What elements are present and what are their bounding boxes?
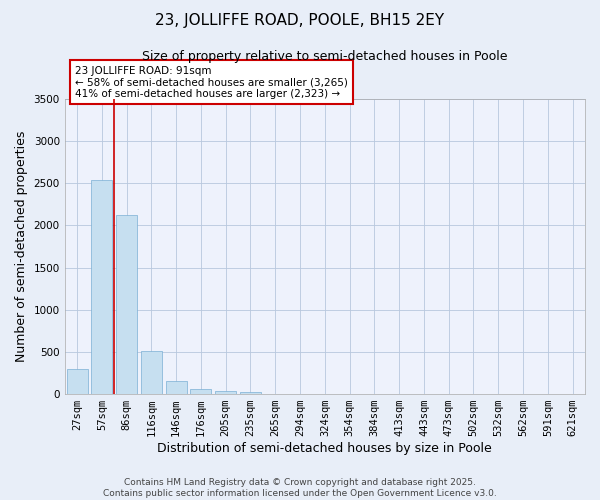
Bar — [240, 392, 261, 394]
Text: Contains HM Land Registry data © Crown copyright and database right 2025.
Contai: Contains HM Land Registry data © Crown c… — [103, 478, 497, 498]
Text: 23 JOLLIFFE ROAD: 91sqm
← 58% of semi-detached houses are smaller (3,265)
41% of: 23 JOLLIFFE ROAD: 91sqm ← 58% of semi-de… — [75, 66, 348, 99]
Y-axis label: Number of semi-detached properties: Number of semi-detached properties — [15, 131, 28, 362]
Bar — [166, 382, 187, 394]
Bar — [67, 369, 88, 394]
Bar — [215, 391, 236, 394]
Bar — [116, 216, 137, 394]
Bar — [91, 180, 112, 394]
Bar — [190, 388, 211, 394]
X-axis label: Distribution of semi-detached houses by size in Poole: Distribution of semi-detached houses by … — [157, 442, 492, 455]
Bar — [141, 351, 162, 394]
Text: 23, JOLLIFFE ROAD, POOLE, BH15 2EY: 23, JOLLIFFE ROAD, POOLE, BH15 2EY — [155, 12, 445, 28]
Title: Size of property relative to semi-detached houses in Poole: Size of property relative to semi-detach… — [142, 50, 508, 63]
